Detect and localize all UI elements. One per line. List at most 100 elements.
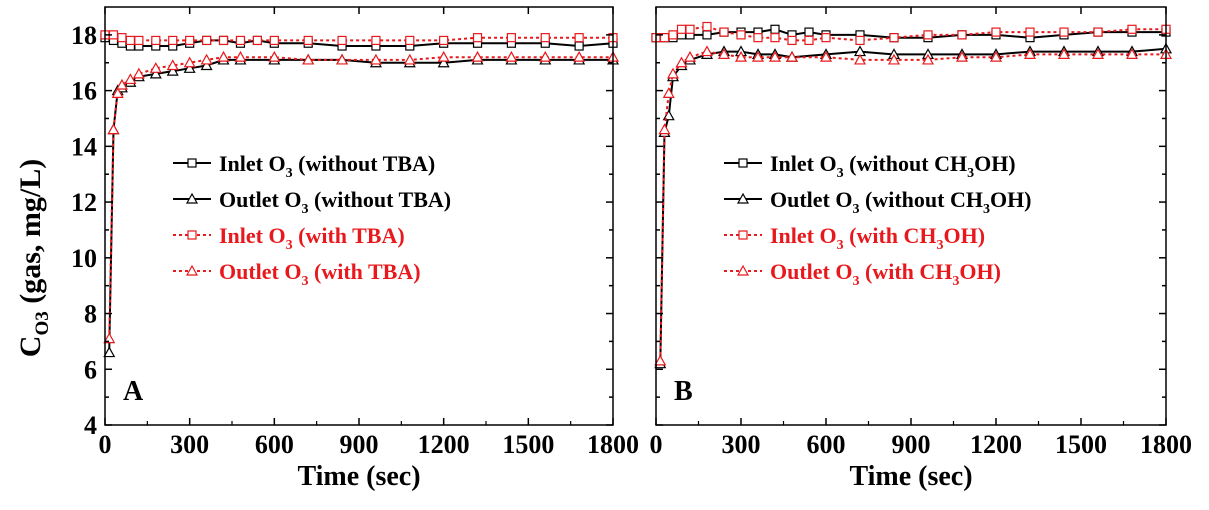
legend-item: Outlet O3 (without TBA) [173, 187, 451, 217]
data-point [702, 21, 712, 32]
legend-text: (with CH [844, 223, 937, 248]
y-tick-label: 6 [84, 355, 97, 384]
legend: Inlet O3 (without TBA)Outlet O3 (without… [173, 151, 451, 289]
legend-text: (with CH [860, 259, 953, 284]
data-point [887, 53, 901, 65]
data-point [666, 67, 680, 79]
x-tick-label: 0 [650, 430, 663, 459]
legend-text: (with TBA) [293, 223, 405, 248]
data-point [855, 35, 865, 46]
data-point [804, 35, 814, 46]
data-point [217, 50, 230, 62]
legend-text: OH) [974, 151, 1016, 176]
data-point [115, 78, 128, 90]
legend-subscript: 3 [853, 274, 860, 289]
legend-subscript: 3 [837, 166, 844, 181]
data-point [702, 30, 712, 40]
data-point [151, 35, 161, 46]
legend-item: Outlet O3 (with CH3OH) [724, 259, 1001, 289]
data-point [125, 35, 136, 46]
data-point [573, 50, 586, 62]
data-point [539, 50, 552, 62]
y-tick-label: 8 [84, 300, 97, 329]
data-point [437, 50, 450, 62]
legend-label: Outlet O3 (with TBA) [219, 259, 421, 289]
data-point [183, 56, 196, 68]
data-point [770, 33, 780, 43]
legend-marker [187, 230, 197, 240]
data-point [218, 35, 229, 46]
data-point [166, 64, 179, 76]
data-point [103, 346, 116, 358]
legend-text: OH) [959, 259, 1001, 284]
data-point [234, 50, 247, 62]
legend-text: Inlet O [770, 151, 837, 176]
data-point [753, 33, 763, 43]
data-point [437, 56, 450, 68]
legend-text: OH) [944, 223, 986, 248]
data-point [200, 53, 213, 65]
data-point [403, 53, 416, 65]
data-point [303, 35, 313, 46]
data-point [658, 123, 671, 135]
panel-label: A [123, 376, 144, 407]
data-point [751, 50, 765, 62]
data-point [439, 35, 449, 46]
data-point [675, 56, 688, 68]
data-point [200, 59, 213, 71]
data-point [268, 50, 281, 62]
data-point [662, 87, 675, 98]
y-tick-label: 18 [71, 21, 97, 50]
x-tick-label: 0 [99, 430, 112, 459]
legend-marker [736, 192, 750, 204]
legend-marker [185, 192, 199, 204]
y-axis-title-sub: O3 [32, 311, 53, 335]
data-point [1125, 48, 1139, 59]
data-point [405, 35, 415, 46]
data-point [168, 35, 178, 46]
y-axis-title: CO3 (gas, mg/L) [14, 159, 53, 357]
series-line [105, 33, 613, 42]
data-point [506, 33, 516, 43]
legend-text: Outlet O [770, 259, 853, 284]
panels-container: 0 300 600 900 1200 1500 1800 4 6 8 10 12 14 16 18 Time … [71, 6, 1192, 492]
legend-marker [738, 230, 748, 240]
data-point [736, 30, 746, 40]
x-tick-label: 1200 [418, 430, 470, 459]
legend-subscript: 3 [937, 238, 944, 253]
data-point [770, 24, 780, 34]
data-point [166, 59, 179, 71]
legend-subscript: 3 [967, 166, 974, 181]
legend-label: Outlet O3 (with CH3OH) [770, 259, 1001, 289]
data-point [1025, 27, 1035, 37]
panel-b: 0 300 600 900 1200 1500 1800 Time (sec) B Inlet O… [650, 6, 1192, 492]
legend-text: (without TBA) [309, 187, 452, 212]
y-tick-label: 14 [71, 132, 97, 161]
legend-item: Inlet O3 (without CH3OH) [724, 151, 1016, 181]
legend-marker [185, 264, 199, 276]
data-point [269, 35, 279, 46]
data-point [336, 53, 349, 65]
data-point [921, 53, 935, 65]
x-tick-label: 600 [255, 430, 294, 459]
x-tick-label: 900 [892, 430, 931, 459]
data-point [149, 67, 162, 79]
data-point [957, 30, 967, 40]
data-point [252, 35, 262, 46]
legend-subscript: 3 [983, 202, 990, 217]
data-point [654, 354, 667, 366]
legend-marker [187, 158, 197, 168]
legend-label: Inlet O3 (without CH3OH) [770, 151, 1016, 181]
y-axis-title-main: C [14, 336, 47, 358]
legend-item: Inlet O3 (with CH3OH) [724, 223, 985, 253]
data-point [183, 62, 196, 73]
data-point [787, 35, 797, 46]
data-point [134, 35, 144, 46]
data-point [132, 67, 145, 79]
legend-subscript: 3 [952, 274, 959, 289]
data-point [574, 33, 584, 43]
panel-label: B [674, 376, 693, 407]
series-4 [103, 50, 620, 344]
